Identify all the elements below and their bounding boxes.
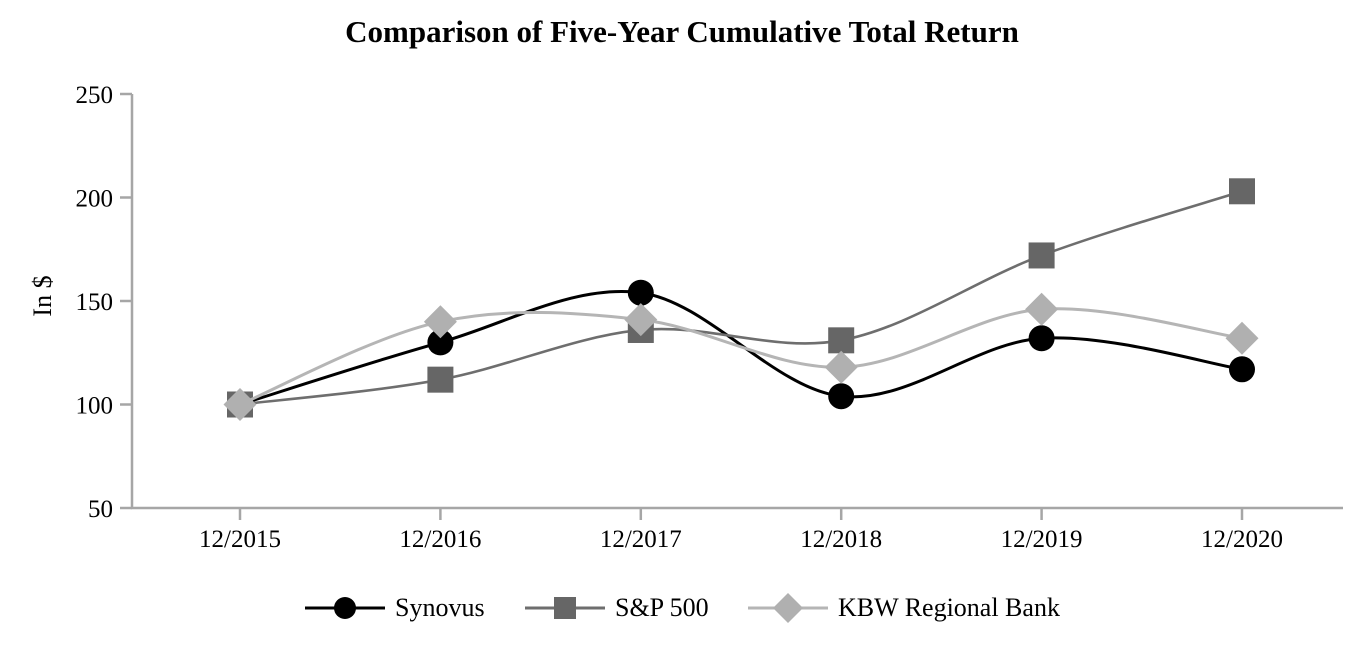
chart-title: Comparison of Five-Year Cumulative Total… [345,14,1019,49]
x-tick-label: 12/2016 [399,526,481,553]
y-tick-label: 100 [76,393,114,420]
axis-lines [130,94,1343,510]
s-p-500-line [238,189,1244,406]
y-tick-label: 150 [76,289,114,316]
kbw-regional-bank-marker [423,305,457,339]
synovus-marker [427,329,454,356]
synovus-marker [1229,356,1255,383]
x-tick-label: 12/2018 [800,526,882,553]
synovus-marker [828,383,855,410]
synovus-marker [627,279,654,306]
s-p-500-marker [1229,178,1255,205]
s-p-500-marker [427,366,454,393]
kbw-regional-bank-marker [223,388,257,421]
x-tick-label: 12/2019 [1001,526,1083,553]
s-p-500-marker [1028,242,1055,269]
x-tick-label: 12/2020 [1201,526,1283,553]
x-tick-label: 12/2015 [199,526,281,553]
kbw-regional-bank-marker [1225,321,1259,355]
y-tick-label: 250 [76,82,114,109]
s-p-500-marker [828,327,855,354]
synovus-line [238,290,1244,406]
kbw-regional-bank-marker [624,303,658,337]
synovus-marker [1028,325,1055,352]
y-tick-label: 50 [88,496,113,523]
kbw-regional-bank-line [238,307,1244,406]
kbw-regional-bank-marker [824,350,858,384]
x-tick-label: 12/2017 [600,526,682,553]
y-tick-label: 200 [76,186,114,213]
kbw-regional-bank-marker [1025,292,1059,326]
